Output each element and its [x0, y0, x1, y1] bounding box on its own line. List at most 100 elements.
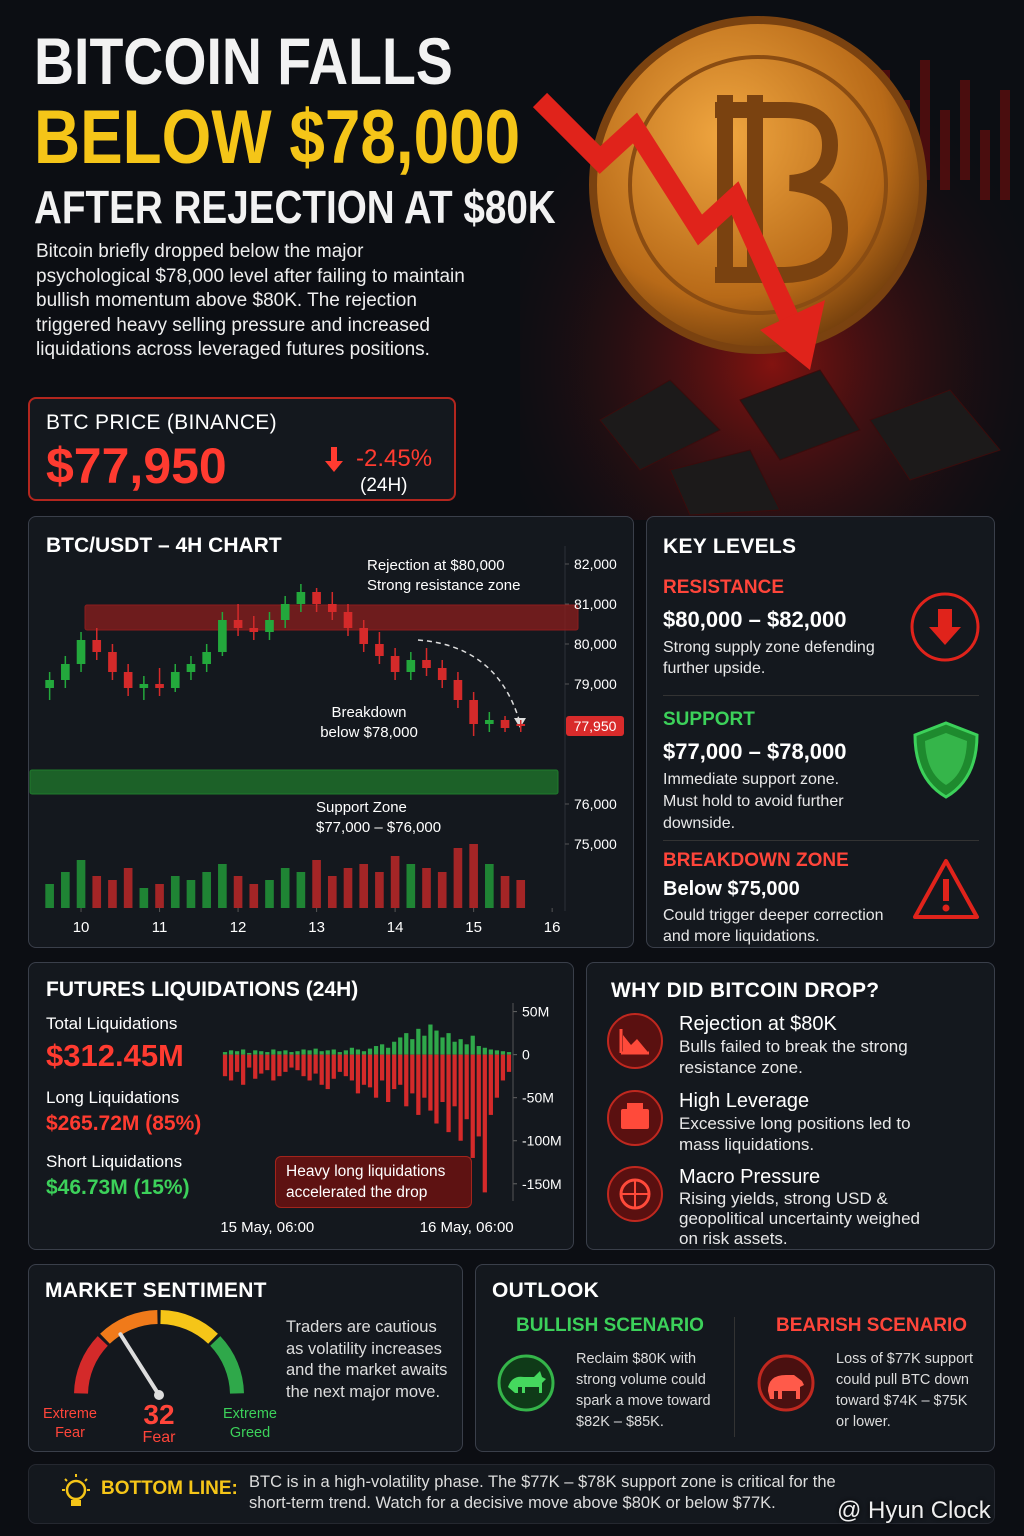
bearish-text: Loss of $77K support could pull BTC down… — [836, 1351, 974, 1430]
candle-body — [327, 604, 337, 612]
bar — [386, 1054, 391, 1102]
arrow-head — [760, 300, 825, 370]
bar — [355, 1049, 361, 1055]
price-marker — [566, 716, 624, 736]
bottom-line-text: BTC is in a high-volatility phase. The $… — [249, 1473, 836, 1512]
bar — [458, 1039, 463, 1055]
bar — [373, 1046, 379, 1055]
bar — [361, 1051, 367, 1055]
title-line2: BELOW $78,000 — [34, 95, 521, 180]
btc-chart: BTC/USDT – 4H CHART 82,000 81,000 80,000 79,… — [29, 534, 624, 936]
bar — [222, 1054, 228, 1077]
bar — [398, 1037, 403, 1055]
bar — [452, 1054, 457, 1107]
why-item: Rejection at $80K Bulls failed to break t… — [679, 1013, 979, 1078]
bulb-icon — [62, 1474, 90, 1506]
bar — [307, 1054, 312, 1081]
why-heading: Macro Pressure — [679, 1166, 821, 1188]
cracks — [599, 369, 1001, 516]
stat-value: $46.73M (15%) — [46, 1176, 190, 1199]
bar — [434, 1054, 439, 1124]
bar — [228, 1050, 234, 1055]
candle-body — [139, 684, 149, 688]
candle-body — [45, 680, 54, 688]
bar — [446, 1033, 451, 1055]
volume-bar — [108, 880, 117, 908]
volume-bar — [280, 868, 290, 908]
volume-bar — [422, 868, 431, 908]
volume-bar — [516, 880, 526, 908]
bar — [295, 1051, 300, 1055]
level-item: BREAKDOWN ZONE Below $75,000 Could trigg… — [663, 850, 913, 947]
volume-bar — [155, 884, 164, 908]
sentiment-panel: MARKET SENTIMENT Extreme Fear Extreme Gr… — [28, 1264, 463, 1452]
bar — [234, 1051, 240, 1055]
bar — [386, 1047, 391, 1055]
candle-body — [108, 652, 117, 672]
y-tick-label: 75,000 — [574, 836, 617, 852]
candle-body — [390, 656, 400, 672]
bar — [259, 1054, 264, 1074]
y-tick-label: -50M — [522, 1090, 554, 1106]
bar — [440, 1054, 445, 1102]
bar — [410, 1039, 415, 1055]
y-tick-label: 50M — [522, 1004, 549, 1020]
bar — [500, 1054, 506, 1081]
bar — [234, 1054, 240, 1072]
bar — [446, 1054, 451, 1133]
volume-bar — [375, 872, 384, 908]
gauge-segment — [100, 1310, 158, 1344]
candle-body — [406, 660, 416, 672]
level-item: RESISTANCE $80,000 – $82,000 Strong supp… — [663, 577, 913, 679]
volume-bar — [92, 876, 102, 908]
candle-body — [437, 668, 447, 680]
stat-value: $265.72M (85%) — [46, 1112, 202, 1135]
bar — [488, 1049, 493, 1055]
bar — [283, 1054, 288, 1072]
volume-bar — [61, 872, 70, 908]
candle-body — [61, 664, 70, 680]
volume-bar — [296, 872, 306, 908]
stat-label: Long Liquidations — [46, 1088, 180, 1107]
level-item: SUPPORT $77,000 – $78,000 Immediate supp… — [663, 709, 913, 835]
bar — [404, 1054, 409, 1107]
bar — [482, 1047, 487, 1055]
y-tick-label: 79,000 — [574, 676, 617, 692]
title-line1: BITCOIN FALLS — [34, 24, 453, 98]
outlook-panel: OUTLOOK BULLISH SCENARIO BEARISH SCENARI… — [475, 1264, 995, 1452]
y-tick-label: -150M — [522, 1176, 562, 1192]
bar — [440, 1037, 445, 1055]
bar — [265, 1054, 270, 1071]
level-heading: SUPPORT — [663, 709, 755, 730]
price-marker-label: 77,950 — [574, 718, 617, 734]
candle-body — [76, 640, 86, 664]
candle-body — [280, 604, 290, 620]
bar — [247, 1054, 252, 1068]
bar — [295, 1054, 300, 1071]
x-tick-label: 15 May, 06:00 — [220, 1219, 314, 1236]
support-icon — [913, 721, 979, 799]
bullish-text: Reclaim $80K with strong volume could sp… — [576, 1351, 711, 1430]
bar — [500, 1051, 506, 1055]
x-tick-label: 11 — [152, 919, 168, 936]
bar — [379, 1044, 385, 1055]
bar — [367, 1054, 373, 1088]
bottom-line-label: BOTTOM LINE: — [101, 1478, 238, 1499]
bar — [337, 1052, 342, 1055]
bullish-heading: BULLISH SCENARIO — [516, 1315, 704, 1336]
watermark: @ Hyun Clock — [837, 1497, 991, 1524]
volume-bar — [500, 876, 510, 908]
bar — [289, 1054, 294, 1068]
y-tick-label: -100M — [522, 1133, 562, 1149]
volume-bar — [218, 864, 227, 908]
bar — [416, 1054, 421, 1115]
drop-arrow — [532, 92, 800, 325]
why-text: Excessive long positions led to mass liq… — [679, 1114, 911, 1154]
bar — [464, 1054, 469, 1120]
bar — [241, 1054, 246, 1085]
bar — [428, 1024, 433, 1055]
bar — [247, 1052, 252, 1055]
annotation: Support Zone — [316, 799, 407, 816]
bar — [241, 1049, 246, 1055]
level-text: Immediate support zone. Must hold to avo… — [663, 771, 844, 832]
